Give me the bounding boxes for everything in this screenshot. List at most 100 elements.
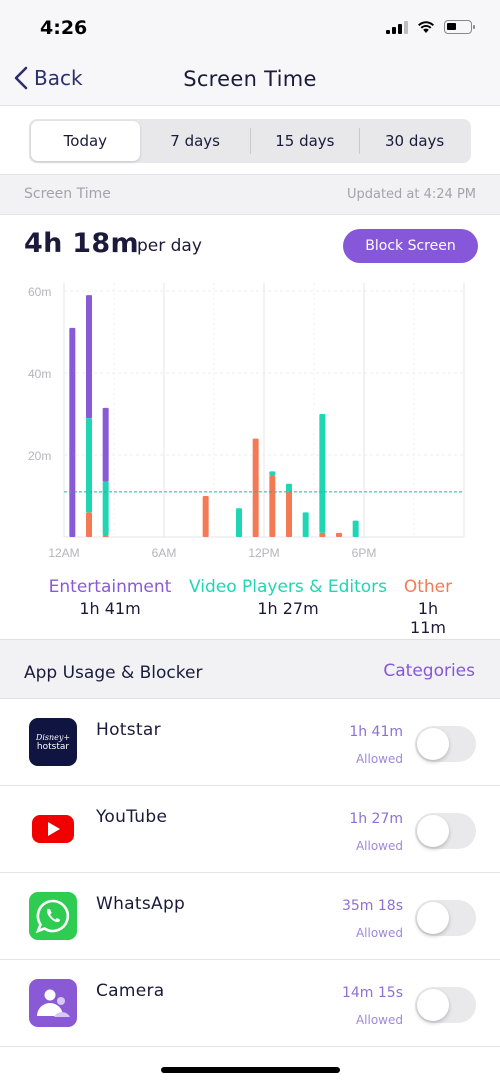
app-usage-header: App Usage & Blocker Categories xyxy=(0,639,500,699)
legend-other-label: Other xyxy=(403,577,453,597)
bar-segment xyxy=(286,491,292,537)
bar-segment xyxy=(202,496,209,537)
hotstar-icon: Disney+ hotstar xyxy=(29,718,77,766)
wifi-icon xyxy=(418,21,434,33)
youtube-icon xyxy=(29,805,77,853)
page-title: Screen Time xyxy=(183,67,317,91)
bar-segment xyxy=(236,508,242,537)
app-status: Allowed xyxy=(355,752,403,766)
block-screen-button[interactable]: Block Screen xyxy=(343,229,478,263)
whatsapp-logo xyxy=(35,899,70,934)
range-segmented-control: Today 7 days 15 days 30 days xyxy=(29,119,471,163)
x-tick-label: 6PM xyxy=(352,546,377,560)
camera-app-logo xyxy=(37,989,70,1017)
bar-segment xyxy=(102,481,109,535)
legend-video-players: Video Players & Editors 1h 27m xyxy=(186,577,390,618)
toggle-knob xyxy=(417,815,449,847)
whatsapp-icon xyxy=(29,892,77,940)
usage-bar-chart: 60m 40m 20m 12AM 6AM 12PM 6PM xyxy=(28,283,465,560)
bar-segment xyxy=(69,327,76,537)
app-name: Camera xyxy=(96,981,165,1001)
bar-segment xyxy=(102,407,109,482)
app-usage-time: 1h 41m xyxy=(349,724,403,740)
app-usage-title: App Usage & Blocker xyxy=(24,663,203,683)
segment-divider xyxy=(249,128,251,154)
daily-total-time: 4h 18m xyxy=(24,228,139,259)
status-bar: 4:26 xyxy=(0,0,500,54)
bar-segment xyxy=(86,512,92,537)
range-selector-area: Today 7 days 15 days 30 days xyxy=(0,106,500,174)
app-usage-time: 1h 27m xyxy=(349,811,403,827)
bar-segment xyxy=(269,475,276,537)
battery-icon xyxy=(444,20,475,34)
status-icons xyxy=(386,20,475,34)
bar-segment xyxy=(252,438,259,537)
chart-legend: Entertainment 1h 41m Video Players & Edi… xyxy=(0,577,500,637)
x-tick-label: 6AM xyxy=(152,546,177,560)
toggle-knob xyxy=(417,902,449,934)
toggle-knob xyxy=(417,989,449,1021)
app-row-youtube[interactable]: YouTube 1h 27m Allowed xyxy=(0,786,500,873)
app-status: Allowed xyxy=(355,926,403,940)
app-usage-time: 14m 15s xyxy=(341,985,403,1001)
app-row-hotstar[interactable]: Disney+ hotstar Hotstar 1h 41m Allowed xyxy=(0,699,500,786)
bar-segment xyxy=(86,295,92,419)
bar-segment xyxy=(319,414,326,533)
back-button[interactable]: Back xyxy=(14,66,83,90)
segment-30-days[interactable]: 30 days xyxy=(384,132,445,150)
block-toggle-youtube[interactable] xyxy=(415,813,476,849)
bar-segment xyxy=(352,520,359,537)
home-area xyxy=(0,1047,500,1082)
app-list: Disney+ hotstar Hotstar 1h 41m Allowed Y… xyxy=(0,699,500,1047)
y-tick-label: 20m xyxy=(28,449,51,463)
legend-entertainment: Entertainment 1h 41m xyxy=(46,577,174,618)
bar-segment xyxy=(269,471,276,476)
bar-segment xyxy=(336,532,342,537)
home-indicator xyxy=(161,1067,340,1073)
bar-segment xyxy=(102,534,109,537)
app-status: Allowed xyxy=(355,839,403,853)
back-label: Back xyxy=(34,66,83,90)
segment-7-days[interactable]: 7 days xyxy=(170,132,220,150)
cellular-signal-icon xyxy=(386,20,408,34)
block-toggle-hotstar[interactable] xyxy=(415,726,476,762)
legend-other-value: 1h 11m xyxy=(410,599,446,637)
hotstar-icon-text-bottom: hotstar xyxy=(36,741,70,752)
status-time: 4:26 xyxy=(40,17,88,39)
app-row-whatsapp[interactable]: WhatsApp 35m 18s Allowed xyxy=(0,873,500,960)
legend-video-players-label: Video Players & Editors xyxy=(188,577,388,597)
bar-segment xyxy=(319,532,326,537)
categories-link[interactable]: Categories xyxy=(383,661,475,681)
app-row-camera[interactable]: Camera 14m 15s Allowed xyxy=(0,960,500,1047)
block-toggle-whatsapp[interactable] xyxy=(415,900,476,936)
bar-segment xyxy=(86,418,92,513)
segment-divider xyxy=(359,128,361,154)
app-name: YouTube xyxy=(96,807,168,827)
hotstar-icon-text-top: Disney+ xyxy=(35,732,71,742)
segment-15-days[interactable]: 15 days xyxy=(275,132,335,150)
block-toggle-camera[interactable] xyxy=(415,987,476,1023)
screen-time-section-header: Screen Time Updated at 4:24 PM xyxy=(0,174,500,215)
camera-app-icon xyxy=(29,979,77,1027)
legend-entertainment-value: 1h 41m xyxy=(79,599,141,618)
section-label: Screen Time xyxy=(24,186,111,202)
toggle-knob xyxy=(417,728,449,760)
legend-other: Other 1h 11m xyxy=(400,577,456,637)
legend-entertainment-label: Entertainment xyxy=(48,577,172,597)
bar-segment xyxy=(302,512,309,537)
segment-today[interactable]: Today xyxy=(31,121,140,161)
app-usage-time: 35m 18s xyxy=(341,898,403,914)
screen-time-summary-card: 4h 18m per day Block Screen 60m 40m 20m 12A… xyxy=(0,215,500,639)
y-tick-label: 40m xyxy=(28,367,51,381)
youtube-logo xyxy=(32,815,74,843)
nav-bar: Back Screen Time xyxy=(0,54,500,106)
y-tick-label: 60m xyxy=(28,285,51,299)
app-name: Hotstar xyxy=(96,720,161,740)
app-name: WhatsApp xyxy=(96,894,186,914)
legend-video-players-value: 1h 27m xyxy=(257,599,319,618)
bar-segment xyxy=(286,483,292,492)
per-day-label: per day xyxy=(137,236,202,256)
app-status: Allowed xyxy=(355,1013,403,1027)
x-tick-label: 12AM xyxy=(48,546,79,560)
x-tick-label: 12PM xyxy=(248,546,279,560)
